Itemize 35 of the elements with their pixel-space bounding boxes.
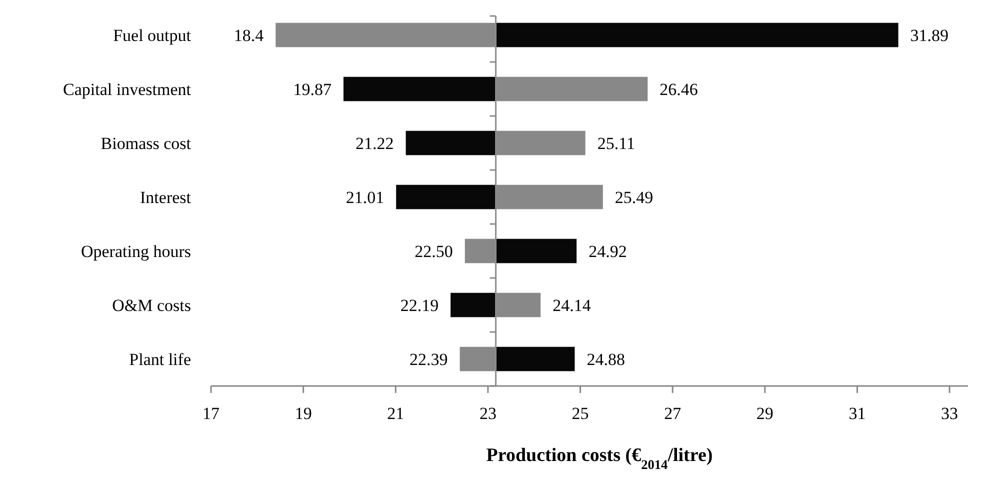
x-tick-label: 27 — [664, 404, 682, 423]
x-tick-label: 21 — [387, 404, 404, 423]
bar — [406, 130, 496, 156]
x-tick-label: 33 — [941, 404, 958, 423]
x-tick-label: 31 — [848, 404, 866, 423]
bar — [450, 292, 496, 318]
data-label: 24.88 — [586, 350, 625, 369]
x-tick-label: 25 — [572, 404, 589, 423]
y-tick-label: Fuel output — [113, 26, 192, 45]
data-label: 22.50 — [414, 242, 453, 261]
x-tick-label: 19 — [294, 404, 312, 423]
data-label: 18.4 — [234, 26, 264, 45]
data-label: 24.14 — [552, 296, 592, 315]
data-label: 25.11 — [597, 134, 635, 153]
data-label: 21.01 — [346, 188, 384, 207]
data-label: 21.22 — [356, 134, 394, 153]
bar — [343, 76, 496, 102]
bar — [396, 184, 496, 210]
data-label: 22.19 — [400, 296, 439, 315]
x-tick-label: 29 — [756, 404, 774, 423]
data-label: 24.92 — [588, 242, 627, 261]
y-tick-label: Capital investment — [63, 80, 192, 99]
data-label: 31.89 — [910, 26, 949, 45]
y-tick-label: Plant life — [129, 350, 191, 369]
y-tick-label: Interest — [140, 188, 192, 207]
data-label: 26.46 — [660, 80, 698, 99]
y-tick-label: O&M costs — [112, 296, 191, 315]
y-tick-label: Operating hours — [80, 242, 191, 261]
x-axis-title: Production costs (€$_{2014}$/litre) — [486, 445, 713, 472]
data-label: 22.39 — [410, 350, 448, 369]
x-tick-label: 17 — [202, 404, 220, 423]
x-tick-label: 23 — [479, 404, 496, 423]
data-label: 19.87 — [293, 80, 332, 99]
data-label: 25.49 — [614, 188, 654, 207]
y-tick-label: Biomass cost — [100, 134, 192, 153]
